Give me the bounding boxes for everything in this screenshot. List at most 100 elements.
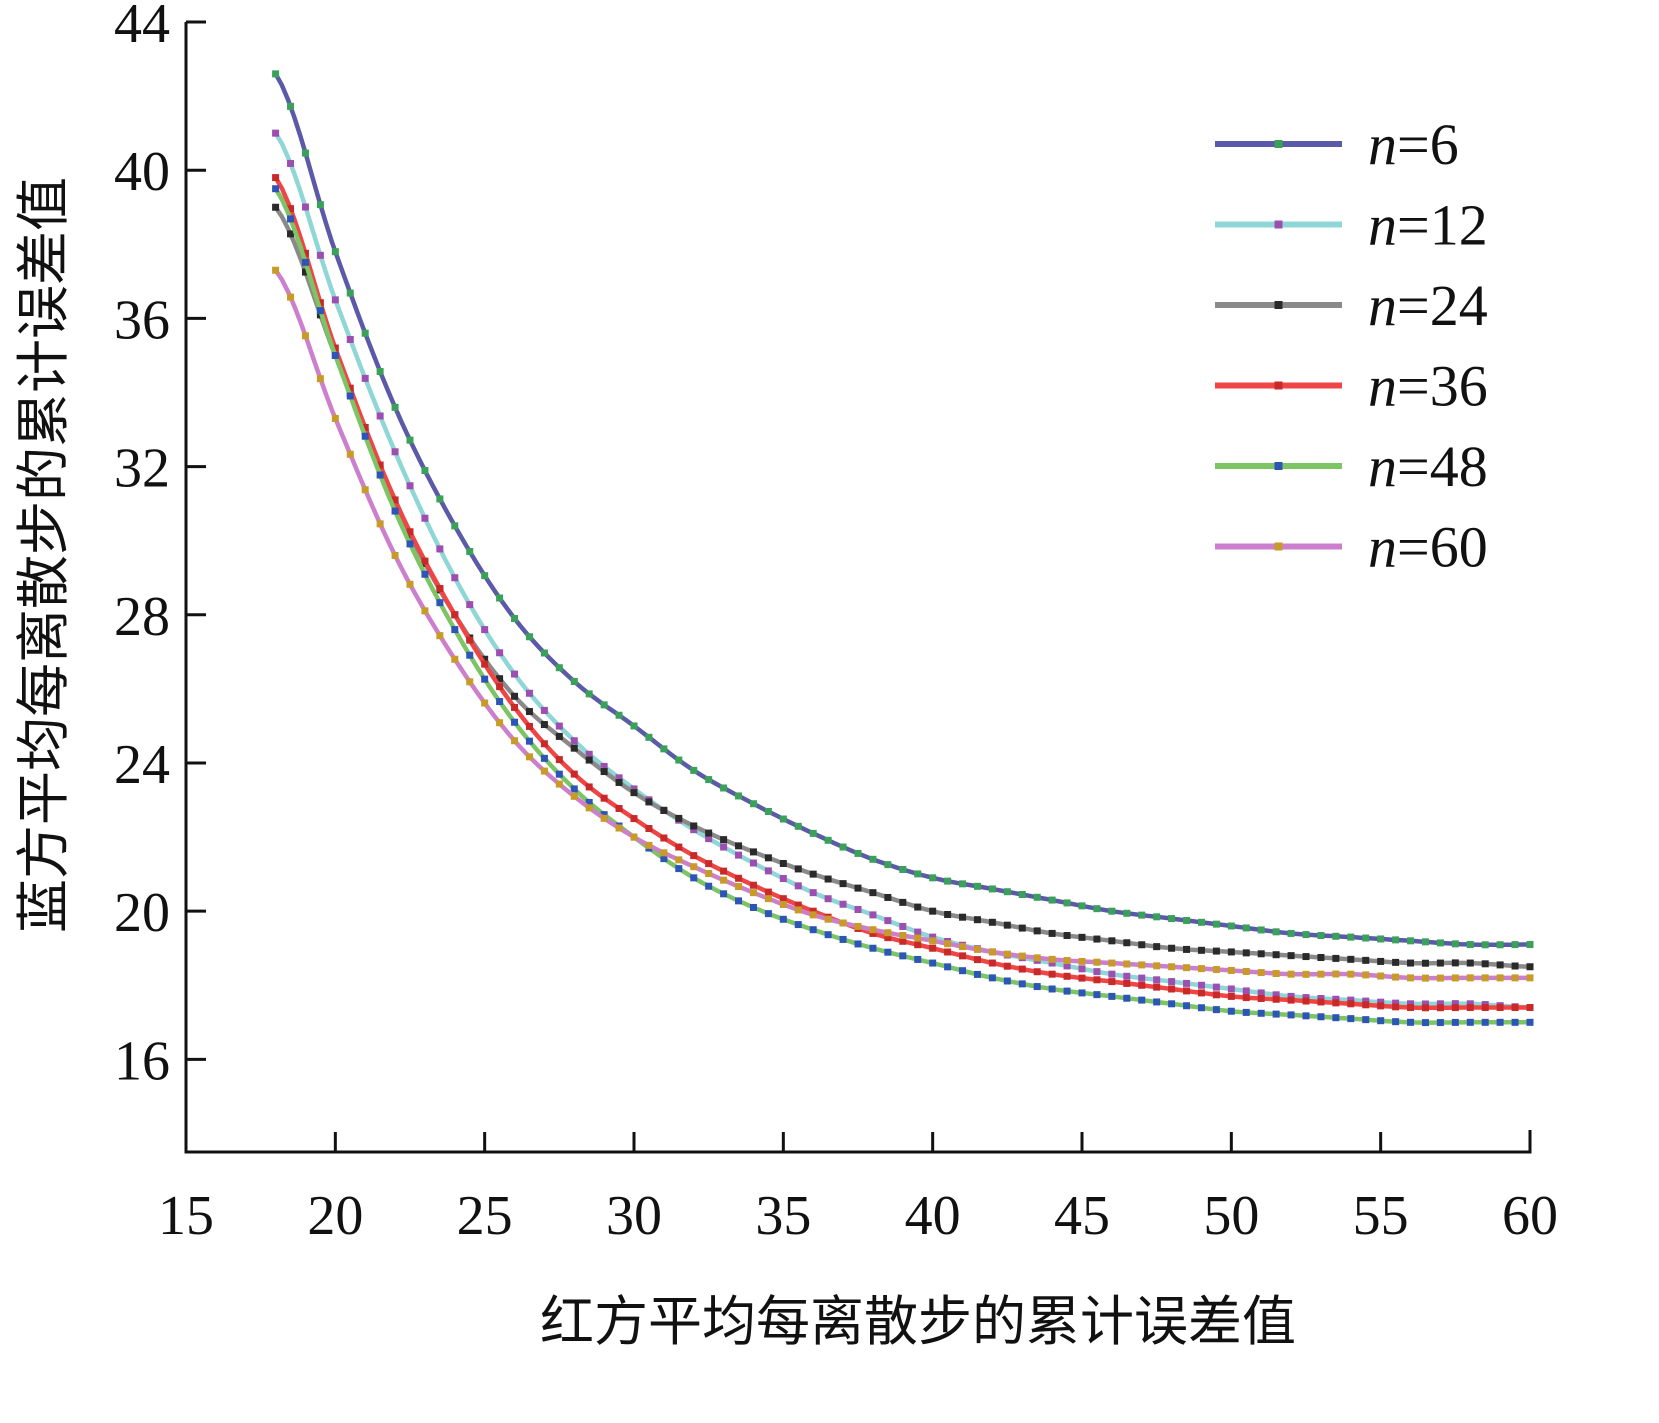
series-marker xyxy=(1496,961,1504,969)
series-marker xyxy=(525,737,533,745)
series-marker xyxy=(1332,932,1340,940)
series-marker xyxy=(1466,974,1474,982)
series-marker xyxy=(316,201,324,209)
series-marker xyxy=(899,922,907,930)
y-tick-label: 28 xyxy=(114,586,170,648)
series-marker xyxy=(630,789,638,797)
series-marker xyxy=(272,70,280,78)
series-marker xyxy=(914,955,922,963)
series-marker xyxy=(1168,985,1176,993)
series-marker xyxy=(869,911,877,919)
series-marker xyxy=(944,877,952,885)
series-marker xyxy=(1362,1001,1370,1009)
series-marker xyxy=(287,230,295,238)
series-marker xyxy=(720,890,728,898)
series-marker xyxy=(749,903,757,911)
series-marker xyxy=(1496,1004,1504,1012)
series-marker xyxy=(1347,933,1355,941)
series-marker xyxy=(600,762,608,770)
series-marker xyxy=(346,392,354,400)
series-marker xyxy=(1242,924,1250,932)
series-marker xyxy=(705,882,713,890)
series-marker xyxy=(1421,1000,1429,1008)
series-marker xyxy=(301,203,309,211)
series-marker xyxy=(1421,959,1429,967)
series-marker xyxy=(749,859,757,867)
series-marker xyxy=(1078,965,1086,973)
series-marker xyxy=(600,794,608,802)
series-marker xyxy=(361,423,369,431)
legend-item: n=24 xyxy=(1215,273,1488,338)
series-marker xyxy=(1496,974,1504,982)
legend-item: n=60 xyxy=(1215,515,1488,580)
series-marker xyxy=(929,933,937,941)
series-marker xyxy=(675,814,683,822)
series-marker xyxy=(540,649,548,657)
series-marker xyxy=(1033,954,1041,962)
series-marker xyxy=(1108,937,1116,945)
series-marker xyxy=(1183,945,1191,953)
series-marker xyxy=(570,785,578,793)
series-marker xyxy=(1526,941,1534,949)
series-marker xyxy=(570,744,578,752)
series-marker xyxy=(1511,974,1519,982)
series-marker xyxy=(466,651,474,659)
series-marker xyxy=(525,753,533,761)
series-marker xyxy=(1183,987,1191,995)
series-marker xyxy=(287,159,295,167)
series-marker xyxy=(316,307,324,315)
series-marker xyxy=(1526,1004,1534,1012)
series-marker xyxy=(451,522,459,530)
series-marker xyxy=(1481,1004,1489,1012)
x-axis-title: 红方平均每离散步的累计误差值 xyxy=(540,1290,1296,1353)
series-marker xyxy=(421,570,429,578)
series-marker xyxy=(1526,974,1534,982)
series-marker xyxy=(376,520,384,528)
series-marker xyxy=(794,865,802,873)
series-marker xyxy=(1526,963,1534,971)
series-marker xyxy=(1451,1004,1459,1012)
series-marker xyxy=(421,557,429,565)
series-marker xyxy=(451,655,459,663)
series-marker xyxy=(1138,961,1146,969)
series-marker xyxy=(1183,964,1191,972)
series-marker xyxy=(540,706,548,714)
series-marker xyxy=(1168,1000,1176,1008)
series-marker xyxy=(1317,970,1325,978)
series-marker xyxy=(466,548,474,556)
series-marker xyxy=(720,867,728,875)
series-marker xyxy=(884,917,892,925)
series-marker xyxy=(406,540,414,548)
series-marker xyxy=(809,829,817,837)
series-marker xyxy=(973,882,981,890)
x-tick-label: 50 xyxy=(1203,1185,1259,1247)
series-marker xyxy=(376,412,384,420)
y-tick-label: 20 xyxy=(114,882,170,944)
series-marker xyxy=(720,784,728,792)
series-marker xyxy=(1272,951,1280,959)
series-marker xyxy=(1451,974,1459,982)
series-marker xyxy=(301,249,309,257)
series-marker xyxy=(1033,927,1041,935)
series-marker xyxy=(854,940,862,948)
series-marker xyxy=(1466,1018,1474,1026)
series-marker xyxy=(1347,1000,1355,1008)
series-marker xyxy=(1242,967,1250,975)
legend-item: n=36 xyxy=(1215,354,1488,419)
series-marker xyxy=(511,737,519,745)
series-marker xyxy=(1003,950,1011,958)
series-marker xyxy=(481,572,489,580)
series-marker xyxy=(690,874,698,882)
series-marker xyxy=(1212,947,1220,955)
series-marker xyxy=(525,708,533,716)
series-marker xyxy=(914,934,922,942)
series-marker xyxy=(1242,994,1250,1002)
series-marker xyxy=(1392,973,1400,981)
series-marker xyxy=(959,943,967,951)
series-marker xyxy=(555,770,563,778)
series-marker xyxy=(316,375,324,383)
series-marker xyxy=(884,948,892,956)
series-marker xyxy=(1392,936,1400,944)
series-marker xyxy=(779,915,787,923)
